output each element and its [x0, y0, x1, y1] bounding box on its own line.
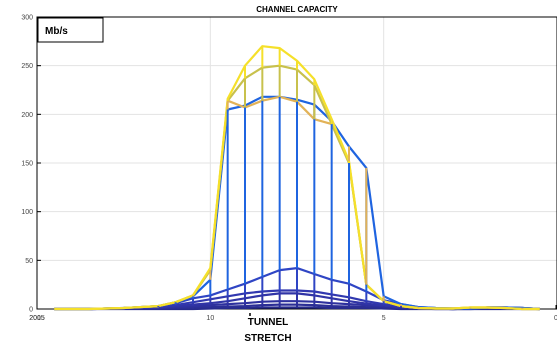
y-tick-label: 250 — [21, 63, 33, 70]
y-tick-label: 0 — [29, 307, 33, 314]
x-tick-label: 5 — [382, 315, 386, 322]
unit-box: Mb/s — [37, 17, 104, 43]
x-axis-label-line2: STRETCH — [244, 333, 291, 344]
unit-label: Mb/s — [45, 26, 68, 37]
chart-title: CHANNEL CAPACITY — [256, 5, 338, 14]
x-tick-label: 2005 — [29, 315, 45, 322]
x-axis-label-line1: TUNNEL — [248, 317, 289, 328]
y-tick-label: 200 — [21, 112, 33, 119]
y-tick-label: 100 — [21, 209, 33, 216]
y-tick-label: 300 — [21, 15, 33, 22]
y-tick-label: 150 — [21, 161, 33, 168]
series-line-9 — [54, 45, 540, 311]
y-axis: 0 50 100 150 200 250 300 — [21, 15, 41, 314]
x-tick-label: 10 — [206, 315, 214, 322]
series-lines — [54, 45, 540, 311]
x-tick-label: 2015 — [29, 315, 45, 322]
y-tick-label: 50 — [25, 258, 33, 265]
x-tick-label: 0 — [554, 315, 557, 322]
